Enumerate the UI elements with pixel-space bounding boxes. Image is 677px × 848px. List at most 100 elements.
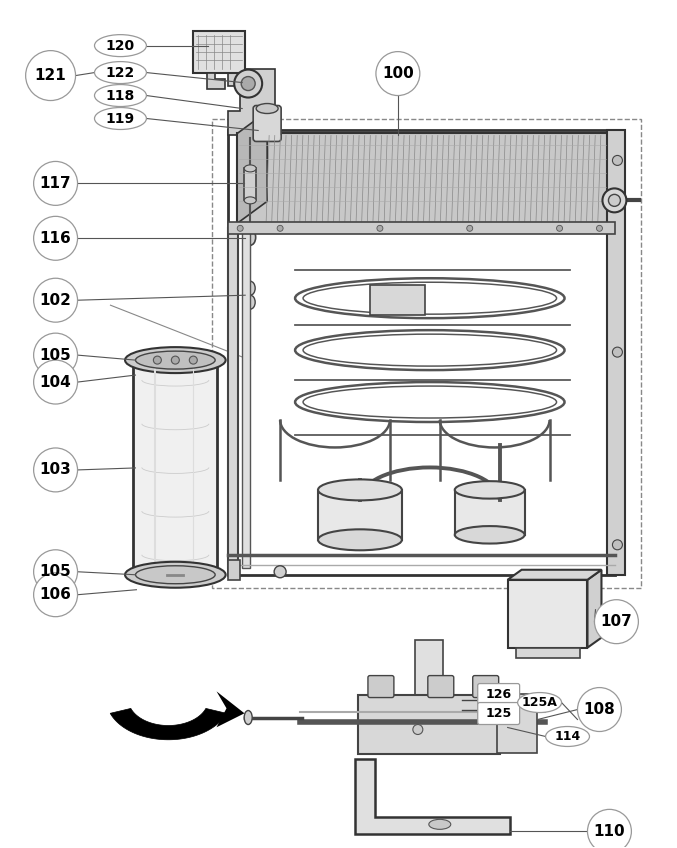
Circle shape [613, 155, 622, 165]
Bar [133, 360, 217, 575]
Text: 105: 105 [40, 564, 72, 579]
Bar [318, 490, 402, 540]
Bar [194, 31, 245, 73]
Circle shape [241, 76, 255, 91]
Ellipse shape [318, 479, 402, 500]
FancyBboxPatch shape [478, 683, 520, 706]
Circle shape [154, 356, 161, 364]
Text: 117: 117 [40, 176, 71, 191]
Circle shape [171, 356, 179, 364]
Text: 126: 126 [485, 688, 512, 701]
Circle shape [613, 540, 622, 550]
Ellipse shape [244, 197, 256, 204]
Text: 121: 121 [35, 68, 66, 83]
Circle shape [34, 161, 78, 205]
Polygon shape [228, 69, 275, 136]
Polygon shape [508, 580, 588, 648]
Circle shape [596, 226, 603, 232]
Polygon shape [358, 695, 500, 755]
Circle shape [34, 333, 78, 377]
Circle shape [556, 226, 563, 232]
Ellipse shape [125, 561, 225, 588]
Ellipse shape [95, 85, 146, 107]
Ellipse shape [244, 229, 256, 245]
Bar [228, 560, 240, 580]
Polygon shape [588, 570, 601, 648]
Ellipse shape [429, 819, 451, 829]
Circle shape [613, 347, 622, 357]
FancyBboxPatch shape [253, 105, 281, 142]
Text: 104: 104 [40, 375, 72, 389]
Circle shape [376, 52, 420, 96]
Circle shape [237, 226, 243, 232]
Circle shape [34, 278, 78, 322]
Bar [228, 131, 615, 575]
Text: 125A: 125A [522, 696, 558, 709]
Bar [242, 228, 250, 568]
Circle shape [26, 51, 76, 101]
Text: 118: 118 [106, 88, 135, 103]
Ellipse shape [95, 108, 146, 130]
Circle shape [34, 572, 78, 616]
Polygon shape [355, 760, 510, 834]
Text: 106: 106 [40, 587, 72, 602]
Ellipse shape [125, 347, 225, 373]
Ellipse shape [244, 165, 256, 172]
Text: 110: 110 [594, 823, 626, 839]
Text: 105: 105 [40, 348, 72, 363]
Polygon shape [508, 570, 601, 580]
Text: 108: 108 [584, 702, 615, 717]
Ellipse shape [318, 529, 402, 550]
Circle shape [413, 724, 423, 734]
FancyBboxPatch shape [497, 694, 537, 754]
Polygon shape [110, 708, 227, 739]
Bar [370, 285, 425, 315]
Polygon shape [237, 112, 267, 223]
Circle shape [466, 226, 473, 232]
Text: 119: 119 [106, 111, 135, 126]
Circle shape [34, 448, 78, 492]
Ellipse shape [95, 35, 146, 57]
Text: 102: 102 [40, 293, 72, 308]
Circle shape [377, 226, 383, 232]
Bar [455, 490, 525, 535]
Bar [607, 131, 626, 575]
Polygon shape [244, 169, 256, 200]
Text: 103: 103 [40, 462, 72, 477]
Bar [228, 228, 238, 568]
Ellipse shape [135, 566, 215, 583]
Ellipse shape [245, 295, 255, 310]
Ellipse shape [546, 727, 590, 746]
Circle shape [577, 688, 621, 732]
Ellipse shape [244, 711, 252, 724]
Circle shape [234, 70, 262, 98]
FancyBboxPatch shape [428, 676, 454, 698]
Bar [415, 639, 443, 719]
Text: 114: 114 [554, 730, 581, 743]
FancyBboxPatch shape [368, 676, 394, 698]
Bar [228, 222, 615, 234]
Circle shape [588, 809, 632, 848]
Ellipse shape [455, 481, 525, 499]
Circle shape [274, 566, 286, 577]
Circle shape [34, 360, 78, 404]
Circle shape [609, 194, 620, 206]
Text: 107: 107 [600, 614, 632, 629]
FancyBboxPatch shape [478, 702, 520, 724]
Ellipse shape [455, 526, 525, 544]
Bar [237, 133, 609, 223]
FancyBboxPatch shape [473, 676, 499, 698]
Text: 120: 120 [106, 39, 135, 53]
Polygon shape [217, 691, 244, 728]
Text: 116: 116 [40, 231, 72, 246]
Circle shape [603, 188, 626, 212]
Circle shape [190, 356, 197, 364]
Text: 100: 100 [382, 66, 414, 81]
Ellipse shape [95, 62, 146, 84]
Ellipse shape [135, 351, 215, 369]
Polygon shape [516, 648, 580, 657]
Polygon shape [207, 73, 225, 88]
Circle shape [34, 550, 78, 594]
Circle shape [594, 600, 638, 644]
Ellipse shape [518, 693, 561, 712]
